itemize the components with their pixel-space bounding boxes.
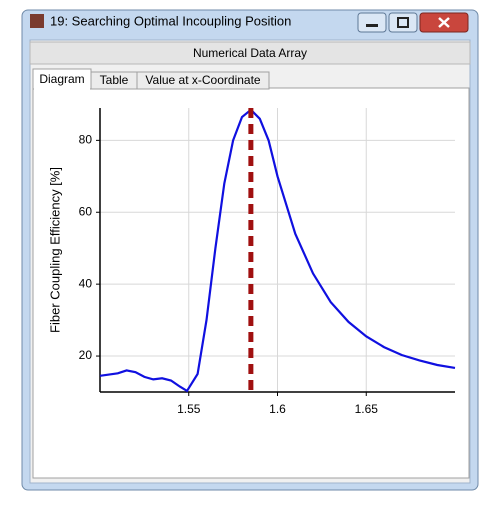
minimize-button[interactable] xyxy=(357,12,387,33)
tab-value[interactable] xyxy=(136,71,270,90)
tab-panel xyxy=(32,87,470,479)
app-icon xyxy=(30,14,44,28)
x-tick-label: 1.6 xyxy=(269,402,286,416)
tab-join xyxy=(34,87,90,90)
tab-label: Value at x-Coordinate xyxy=(145,73,261,87)
window-title: 19: Searching Optimal Incoupling Positio… xyxy=(50,13,291,28)
tab-label: Table xyxy=(100,73,129,87)
plot: 20 40 60 80 1.55 1.6 1.65 Fiber Coupling Effici… xyxy=(47,108,456,416)
header-bar xyxy=(29,41,471,65)
maximize-button[interactable] xyxy=(388,12,418,33)
maximize-icon xyxy=(397,17,409,28)
close-icon xyxy=(438,17,450,28)
x-tick-label: 1.65 xyxy=(355,402,379,416)
minimize-icon xyxy=(366,24,378,27)
y-tick-label: 40 xyxy=(79,276,93,290)
tab-label: Diagram xyxy=(39,72,84,86)
header-text: Numerical Data Array xyxy=(193,46,307,60)
data-line xyxy=(99,108,456,393)
y-tick-label: 60 xyxy=(79,204,93,218)
y-tick-label: 20 xyxy=(79,348,93,362)
y-tick-label: 80 xyxy=(79,133,93,147)
x-tick-label: 1.55 xyxy=(177,402,201,416)
y-axis-label: Fiber Coupling Efficiency [%] xyxy=(47,167,62,333)
